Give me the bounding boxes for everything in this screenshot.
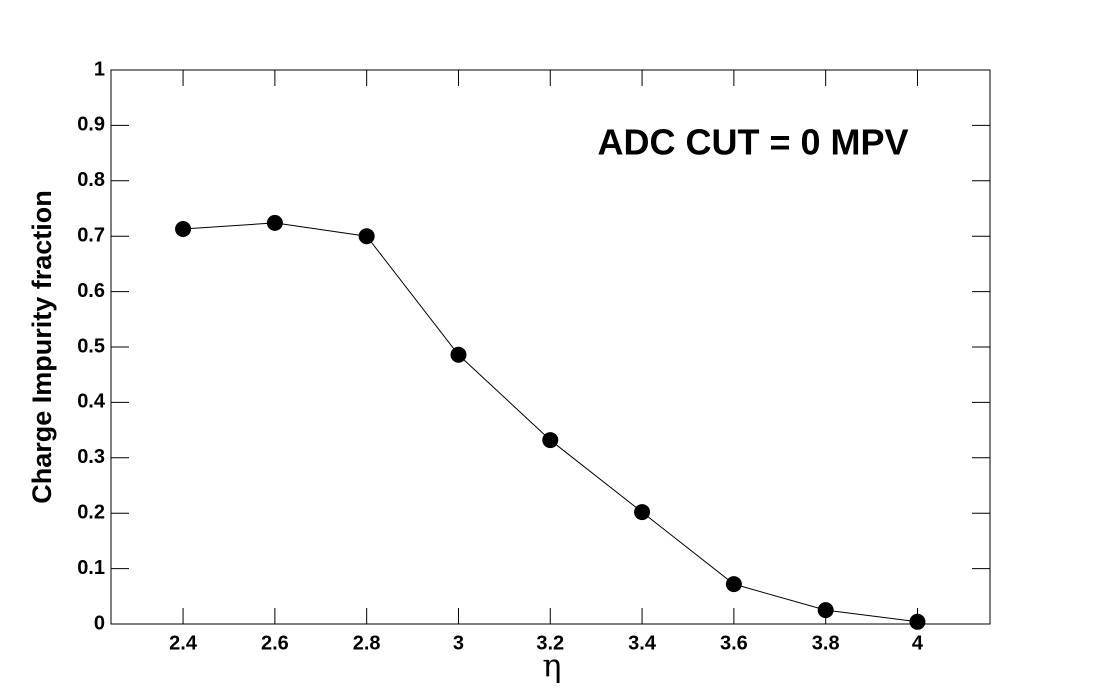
data-point — [175, 220, 192, 237]
y-tick-label: 0.5 — [77, 335, 105, 357]
y-tick-label: 0.7 — [77, 224, 105, 246]
data-point — [817, 602, 834, 619]
data-point — [542, 432, 559, 449]
x-tick-label: 3.8 — [812, 632, 840, 654]
x-tick-label: 4 — [912, 632, 924, 654]
x-tick-label: 3.6 — [720, 632, 748, 654]
y-tick-label: 0.8 — [77, 169, 105, 191]
y-tick-label: 0.9 — [77, 114, 105, 136]
annotation: ADC CUT = 0 MPV — [597, 122, 908, 163]
data-point — [725, 576, 742, 593]
x-tick-label: 2.6 — [261, 632, 289, 654]
y-tick-label: 0.6 — [77, 280, 105, 302]
y-tick-label: 1 — [94, 58, 105, 80]
data-point — [634, 504, 651, 521]
data-point — [909, 613, 926, 630]
x-tick-label: 2.4 — [169, 632, 198, 654]
x-tick-label: 3.2 — [536, 632, 564, 654]
y-axis-label: Charge Impurity fraction — [27, 190, 57, 504]
y-tick-label: 0.4 — [77, 391, 106, 413]
x-tick-label: 3.4 — [628, 632, 657, 654]
x-tick-label: 2.8 — [353, 632, 381, 654]
data-point — [358, 228, 375, 245]
y-tick-label: 0.2 — [77, 501, 105, 523]
data-point — [266, 214, 283, 231]
data-point — [450, 346, 467, 363]
x-axis-label: η — [542, 647, 561, 685]
data-line — [183, 222, 918, 623]
y-tick-label: 0 — [94, 612, 105, 634]
x-tick-label: 3 — [453, 632, 464, 654]
y-tick-label: 0.1 — [77, 557, 105, 579]
y-tick-label: 0.3 — [77, 446, 105, 468]
